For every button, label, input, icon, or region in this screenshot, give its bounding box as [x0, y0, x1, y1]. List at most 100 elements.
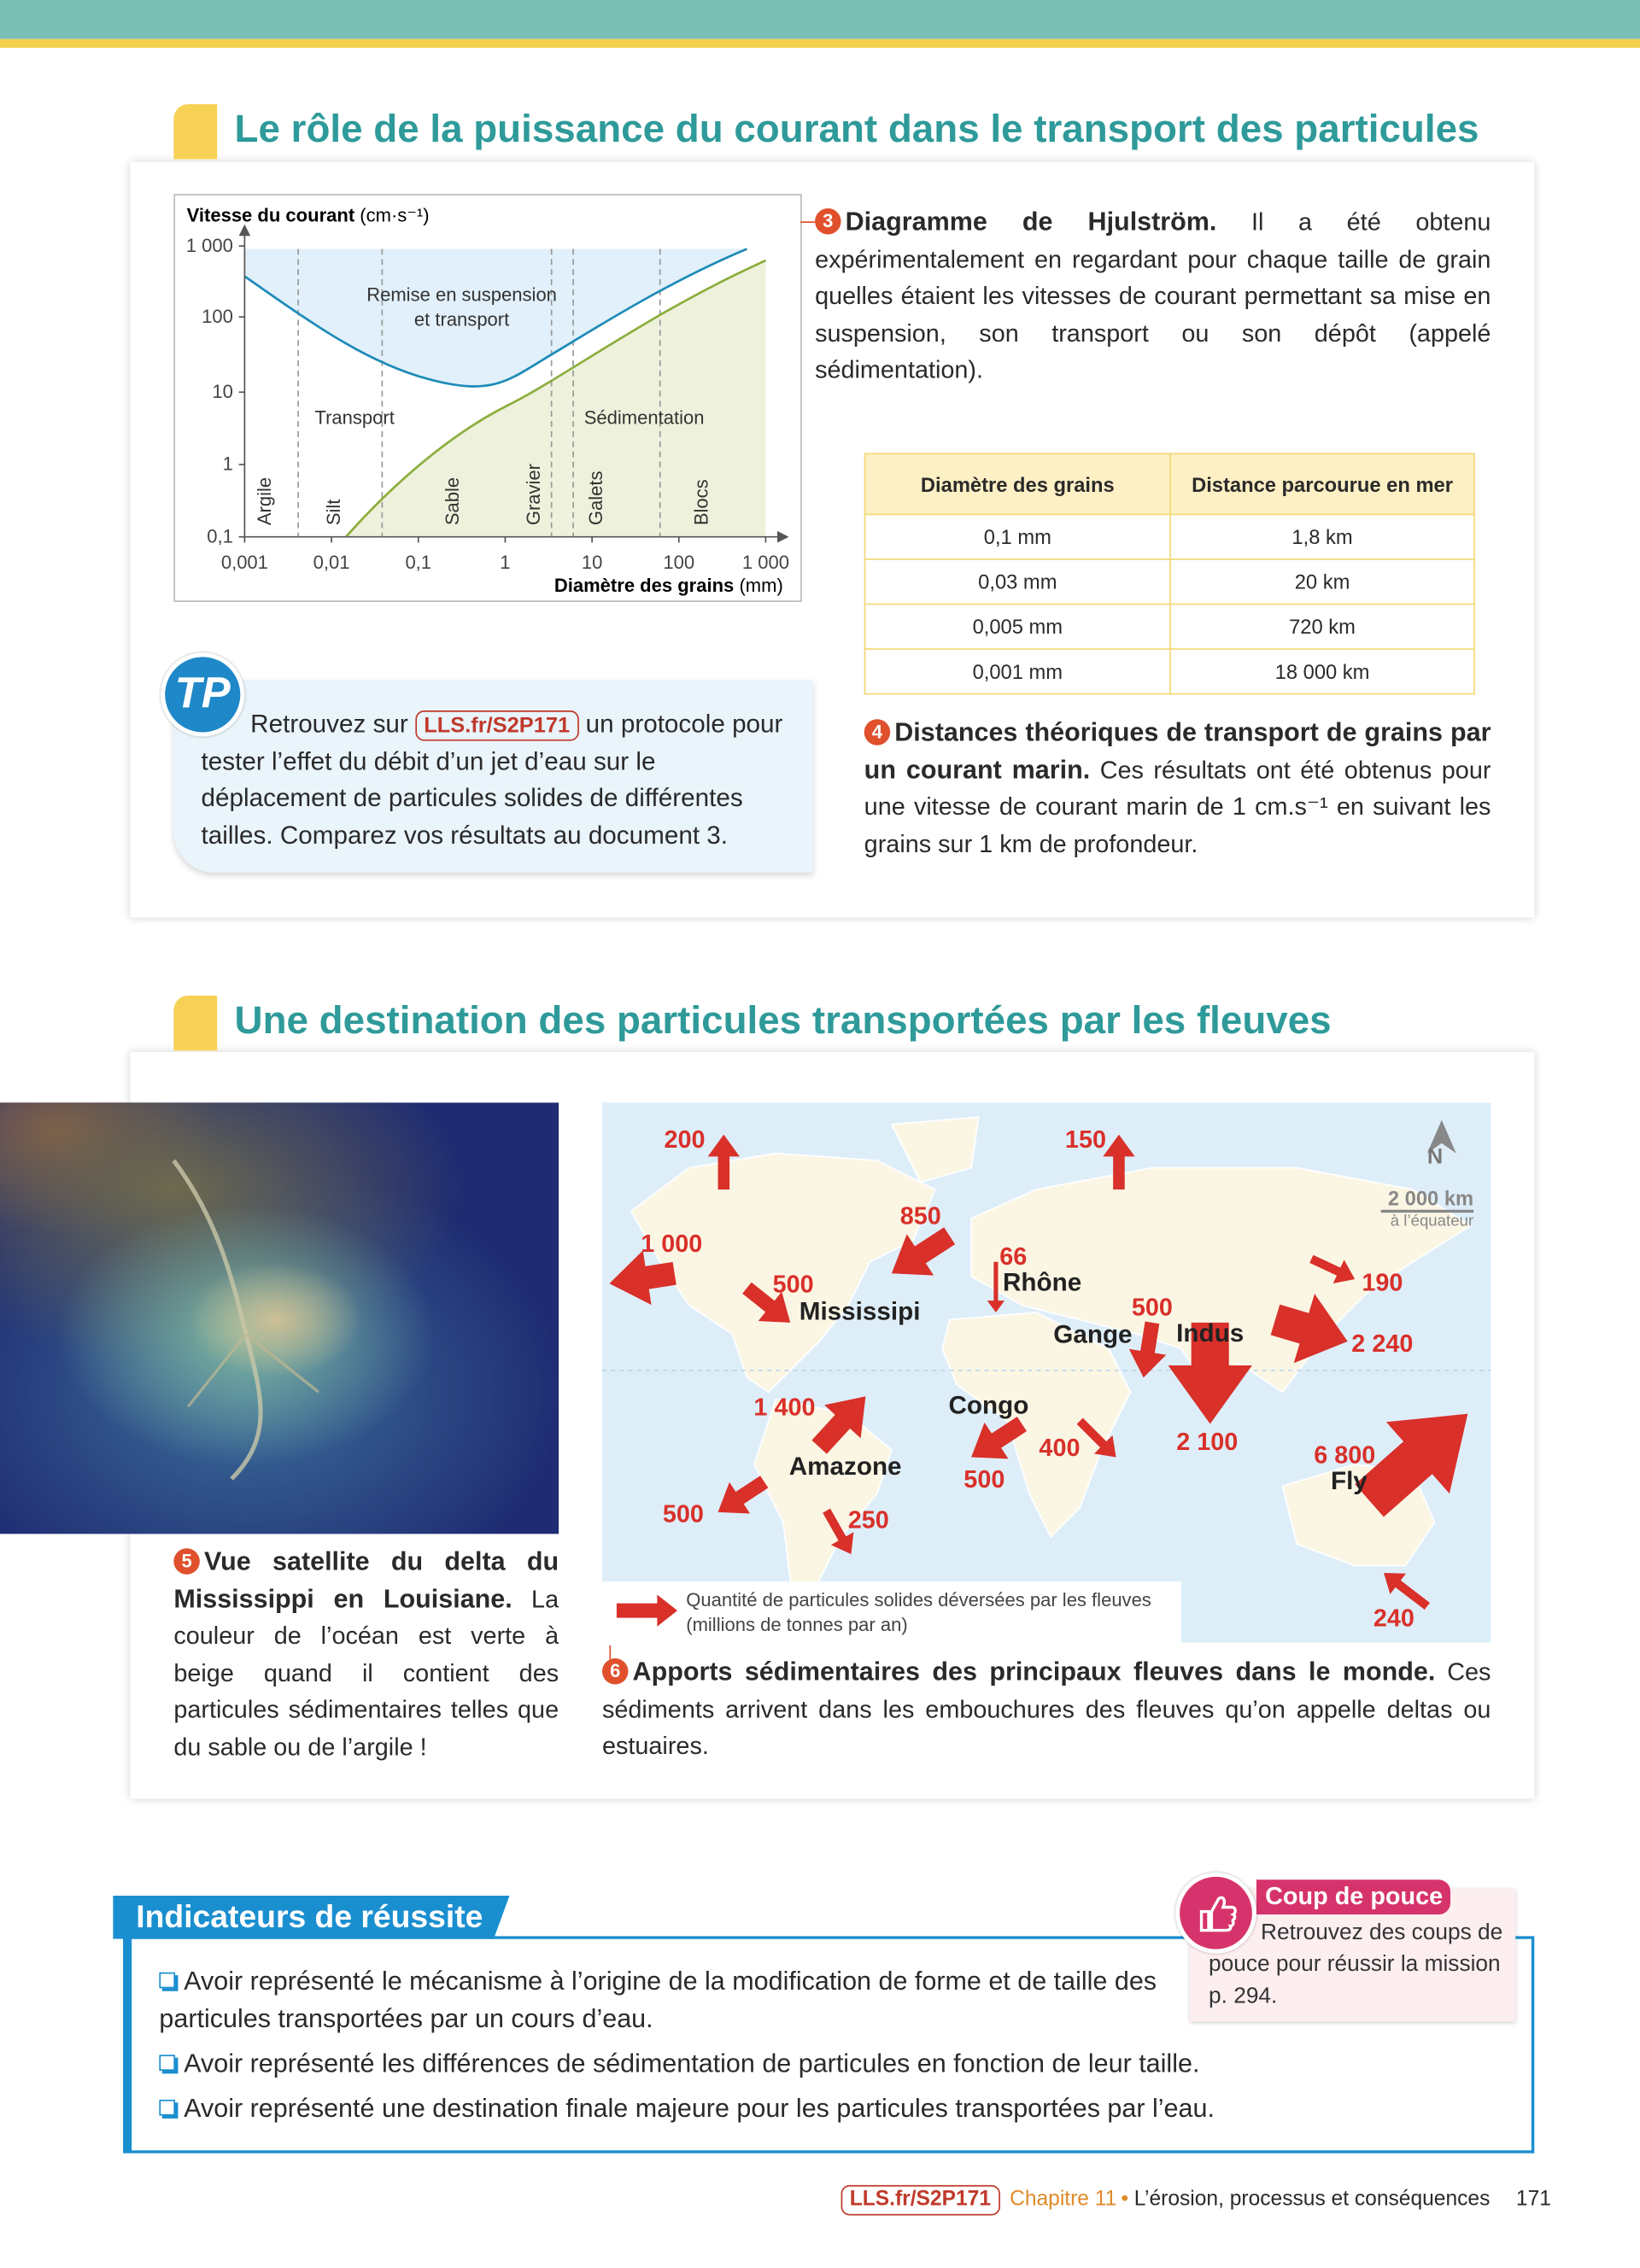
tp-box	[173, 680, 814, 873]
table-cell: 0,1 mm	[864, 513, 1171, 560]
table-cell: 0,03 mm	[864, 558, 1171, 605]
doc-title: Diagramme de Hjulström.	[845, 207, 1217, 237]
compass-letter: N	[1427, 1144, 1443, 1168]
table-cell: 1,8 km	[1169, 513, 1475, 560]
flow-arrow	[609, 1250, 676, 1306]
amount-label: 500	[663, 1501, 704, 1529]
amount-label: 190	[1362, 1270, 1403, 1297]
doc4-caption: 4 Distances théoriques de transport de gr…	[864, 715, 1491, 862]
amount-label: 2 240	[1351, 1330, 1413, 1358]
table-cell: 0,001 mm	[864, 648, 1171, 695]
doc-text: Ces résultats ont été obtenus pour une v…	[864, 756, 1491, 858]
amount-label: 850	[900, 1203, 941, 1230]
sedimentation-zone	[346, 260, 766, 537]
grain-label: Galets	[585, 471, 606, 526]
river-label: Indus	[1176, 1319, 1244, 1347]
grain-separators	[297, 248, 661, 537]
tp-before: Retrouvez sur	[250, 709, 408, 739]
top-line	[0, 38, 1640, 48]
flow-arrow	[742, 1282, 791, 1323]
flow-arrow	[1076, 1418, 1116, 1458]
amount-label: 500	[1132, 1294, 1173, 1321]
river-label: Gange	[1053, 1321, 1132, 1349]
doc-title: Vue satellite du delta du Mississippi en…	[173, 1546, 559, 1613]
table-row: 0,005 mm 720 km	[864, 603, 1475, 650]
river-label: Mississipi	[800, 1297, 921, 1325]
x-tick-label: 0,1	[405, 552, 431, 573]
y-tick-label: 0,1	[207, 525, 233, 547]
table-header: Diamètre des grains	[864, 453, 1171, 516]
y-tick-label: 1	[223, 453, 233, 475]
x-tick-label: 1 000	[742, 552, 789, 573]
grain-label: Silt	[323, 500, 344, 526]
doc-number: 3	[815, 208, 841, 235]
y-arrow	[238, 224, 251, 237]
x-arrow	[777, 530, 789, 543]
title-tab	[173, 995, 218, 1051]
legend-arrow	[616, 1594, 678, 1627]
flow-arrow	[823, 1508, 854, 1555]
x-tick-label: 0,001	[221, 552, 268, 573]
footer: LLS.fr/S2P171 Chapitre 11 L’érosion, pro…	[840, 2183, 1565, 2216]
map-scale: 2 000 km	[1388, 1189, 1473, 1211]
x-tick-label: 100	[663, 552, 694, 573]
flow-arrow	[971, 1417, 1027, 1459]
doc-connector	[800, 221, 816, 223]
erosion-curve	[243, 248, 747, 388]
distance-table: Diamètre des grains Distance parcourue e…	[864, 453, 1475, 695]
table-cell: 0,005 mm	[864, 603, 1171, 650]
table-row: 0,001 mm 18 000 km	[864, 648, 1475, 695]
thumb-icon	[1199, 1896, 1237, 1932]
doc-connector	[609, 1645, 612, 1663]
legend-text: (millions de tonnes par an)	[686, 1614, 907, 1635]
footer-link[interactable]: LLS.fr/S2P171	[840, 2184, 1000, 2216]
flow-arrow	[811, 1396, 866, 1454]
doc-title: Distances théoriques de transport de gra…	[864, 717, 1491, 784]
zone-label: et transport	[414, 308, 509, 330]
x-tick-label: 0,01	[313, 552, 350, 573]
satellite-image	[0, 1102, 559, 1534]
section-title: Le rôle de la puissance du courant dans …	[234, 107, 1479, 151]
amount-label: 200	[665, 1126, 706, 1154]
amount-label: 2 100	[1176, 1429, 1238, 1456]
amount-label: 6 800	[1314, 1441, 1375, 1469]
checkbox	[159, 2099, 176, 2116]
grain-label: Sable	[442, 477, 463, 525]
grain-label: Argile	[254, 477, 275, 525]
x-axis-title: Diamètre des grains (mm)	[554, 575, 783, 596]
world-map: N 2 000 km à l’équateur Quantité de part…	[601, 1102, 1491, 1643]
indicator-item: Avoir représenté une destination finale …	[159, 2090, 1461, 2127]
indicators-title: Indicateurs de réussite	[113, 1895, 510, 1939]
indicator-item: Avoir représenté le mécanisme à l’origin…	[159, 1962, 1172, 2037]
flow-arrow	[1384, 1573, 1430, 1610]
tip-icon	[1175, 1872, 1256, 1954]
link[interactable]: LLS.fr/S2P171	[415, 710, 579, 741]
top-bar	[0, 0, 1640, 39]
y-axis-title: Vitesse du courant (cm·s⁻¹)	[187, 204, 430, 225]
amount-label: 500	[773, 1271, 814, 1298]
amount-label: 150	[1065, 1126, 1106, 1154]
doc-number: 5	[173, 1548, 200, 1575]
x-tick-label: 1	[500, 552, 510, 573]
deposit-curve	[345, 259, 767, 538]
x-tick-label: 10	[582, 552, 603, 573]
amount-label: 250	[848, 1507, 889, 1534]
table-row: 0,1 mm 1,8 km	[864, 513, 1475, 560]
zone-label: Sédimentation	[584, 407, 705, 429]
grain-label: Gravier	[523, 464, 544, 525]
title-tab	[173, 104, 218, 160]
river-label: Rhône	[1003, 1269, 1081, 1297]
flow-arrow	[1128, 1321, 1167, 1378]
zone-label: Remise en suspension	[366, 284, 557, 305]
doc-number: 4	[864, 719, 891, 745]
amount-label: 500	[964, 1466, 1004, 1493]
hjulstrom-diagram: Vitesse du courant (cm·s⁻¹) Diamètre des…	[173, 194, 802, 602]
amount-label: 1 400	[753, 1394, 815, 1421]
zone-label: Transport	[314, 407, 394, 429]
compass-arrow	[1426, 1119, 1456, 1154]
tp-badge: TP	[161, 652, 245, 737]
continents	[630, 1116, 1473, 1627]
flow-arrow	[718, 1476, 769, 1514]
river-label: Fly	[1331, 1467, 1368, 1495]
y-tick-label: 10	[212, 381, 232, 402]
